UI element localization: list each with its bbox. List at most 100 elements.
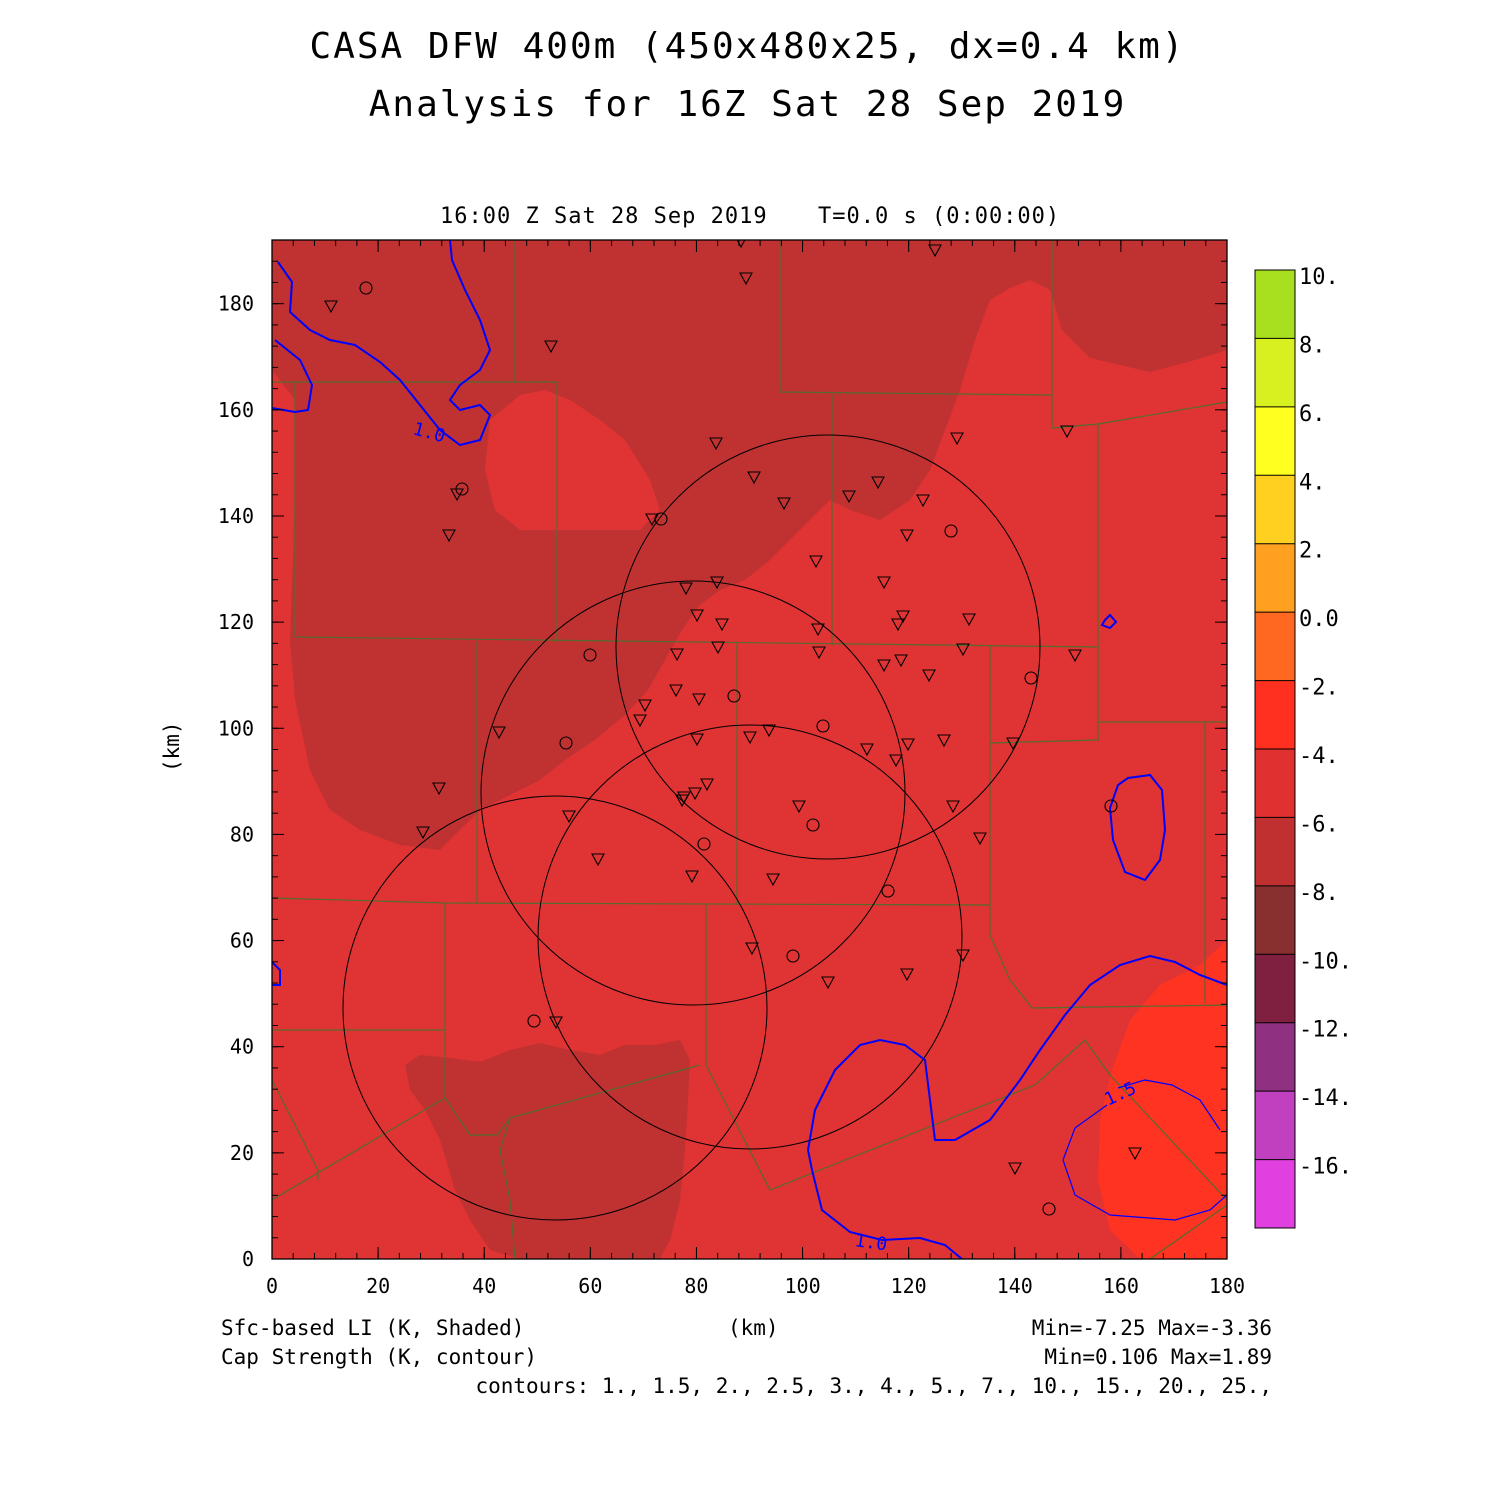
y-tick-label: 60 <box>230 929 254 953</box>
colorbar-label: -10. <box>1299 949 1352 974</box>
station-triangle-marker <box>739 272 753 286</box>
station-triangle-marker <box>442 529 456 543</box>
station-triangle-marker <box>710 576 724 590</box>
station-circle-marker <box>527 1014 541 1028</box>
y-tick-label: 160 <box>218 398 254 422</box>
station-triangle-marker <box>709 437 723 451</box>
colorbar-label: 10. <box>1299 265 1339 290</box>
colorbar-label: -6. <box>1299 812 1339 837</box>
li-warm-region-southeast <box>1098 940 1227 1259</box>
station-triangle-marker <box>896 610 910 624</box>
radar-ring-sw <box>342 795 768 1221</box>
radar-ring-ne <box>615 434 1041 860</box>
x-tick-label: 60 <box>578 1274 602 1298</box>
x-tick-label: 100 <box>784 1274 820 1298</box>
station-triangle-marker <box>700 778 714 792</box>
colorbar-label: 8. <box>1299 333 1326 358</box>
station-triangle-marker <box>743 731 757 745</box>
contour-range: Min=0.106 Max=1.89 <box>1044 1345 1272 1369</box>
x-axis-label: (km) <box>728 1316 779 1340</box>
station-circle-marker <box>455 482 469 496</box>
station-triangle-marker <box>492 726 506 740</box>
station-circle-marker <box>786 949 800 963</box>
y-tick-label: 40 <box>230 1035 254 1059</box>
colorbar-segment <box>1255 1159 1295 1228</box>
station-triangle-marker <box>900 968 914 982</box>
station-triangle-marker <box>688 787 702 801</box>
station-triangle-marker <box>562 810 576 824</box>
radar-range-rings <box>342 434 1041 1221</box>
colorbar-segment <box>1255 270 1295 339</box>
station-circle-marker <box>816 719 830 733</box>
station-triangle-marker <box>591 853 605 867</box>
station-triangle-marker <box>544 340 558 354</box>
y-tick-label: 20 <box>230 1141 254 1165</box>
colorbar-segment <box>1255 954 1295 1023</box>
station-triangle-marker <box>677 791 691 805</box>
county-boundaries <box>272 240 1227 1259</box>
y-tick-label: 120 <box>218 610 254 634</box>
colorbar-label: -12. <box>1299 1018 1352 1043</box>
station-triangle-marker <box>747 471 761 485</box>
x-tick-label: 140 <box>997 1274 1033 1298</box>
x-tick-label: 40 <box>472 1274 496 1298</box>
station-triangle-marker <box>1006 737 1020 751</box>
colorbar-label: 0.0 <box>1299 607 1339 632</box>
li-darker-region-south <box>405 1040 690 1259</box>
li-darker-region-north <box>272 240 1227 850</box>
station-triangle-marker <box>916 494 930 508</box>
y-axis-label: (km) <box>160 721 184 772</box>
station-triangle-marker <box>860 743 874 757</box>
station-triangle-marker <box>669 684 683 698</box>
station-circle-marker <box>727 689 741 703</box>
station-triangle-marker <box>889 754 903 768</box>
li-lighter-bay <box>485 390 660 530</box>
station-circle-marker <box>654 512 668 526</box>
station-triangle-marker <box>638 699 652 713</box>
station-triangle-marker <box>762 724 776 738</box>
station-triangle-marker <box>901 738 915 752</box>
x-tick-label: 0 <box>266 1274 278 1298</box>
station-triangle-marker <box>809 555 823 569</box>
station-triangle-marker <box>1008 1162 1022 1176</box>
station-triangle-marker <box>1060 425 1074 439</box>
station-triangle-marker <box>679 582 693 596</box>
station-triangle-marker <box>891 618 905 632</box>
colorbar-segment <box>1255 749 1295 818</box>
station-triangle-marker <box>821 976 835 990</box>
station-circle-marker <box>1042 1202 1056 1216</box>
title-line-2: Analysis for 16Z Sat 28 Sep 2019 <box>368 84 1127 125</box>
title-line-1: CASA DFW 400m (450x480x25, dx=0.4 km) <box>309 26 1186 67</box>
station-triangle-marker <box>871 476 885 490</box>
colorbar-segment <box>1255 1022 1295 1092</box>
station-circle-marker <box>806 818 820 832</box>
station-triangle-marker <box>950 432 964 446</box>
colorbar-segment <box>1255 543 1295 613</box>
x-tick-label: 120 <box>891 1274 927 1298</box>
station-triangle-marker <box>956 643 970 657</box>
x-tick-label: 180 <box>1209 1274 1245 1298</box>
station-triangle-marker <box>690 733 704 747</box>
colorbar-label: -4. <box>1299 744 1339 769</box>
model-time: T=0.0 s (0:00:00) <box>818 204 1061 229</box>
station-triangle-marker <box>946 800 960 814</box>
colorbar-segment <box>1255 1091 1295 1160</box>
station-triangle-marker <box>928 244 942 258</box>
y-tick-label: 80 <box>230 822 254 846</box>
cap-strength-contours <box>272 240 1227 1259</box>
colorbar-segment <box>1255 885 1295 955</box>
station-circle-marker <box>583 648 597 662</box>
station-triangle-marker <box>812 646 826 660</box>
station-triangle-marker <box>692 693 706 707</box>
x-tick-label: 160 <box>1103 1274 1139 1298</box>
station-triangle-marker <box>711 641 725 655</box>
station-triangle-marker <box>877 576 891 590</box>
station-triangle-marker <box>777 497 791 511</box>
contour-field-label: Cap Strength (K, contour) <box>221 1345 538 1369</box>
station-triangle-marker <box>416 826 430 840</box>
y-tick-label: 180 <box>218 292 254 316</box>
station-circle-marker <box>944 524 958 538</box>
colorbar: 10. 8. 6. 4. 2. 0.0 -2. -4. -6. -8. -10. -12. -14. -1… <box>1254 265 1352 1229</box>
shaded-field-label: Sfc-based LI (K, Shaded) <box>221 1316 525 1340</box>
